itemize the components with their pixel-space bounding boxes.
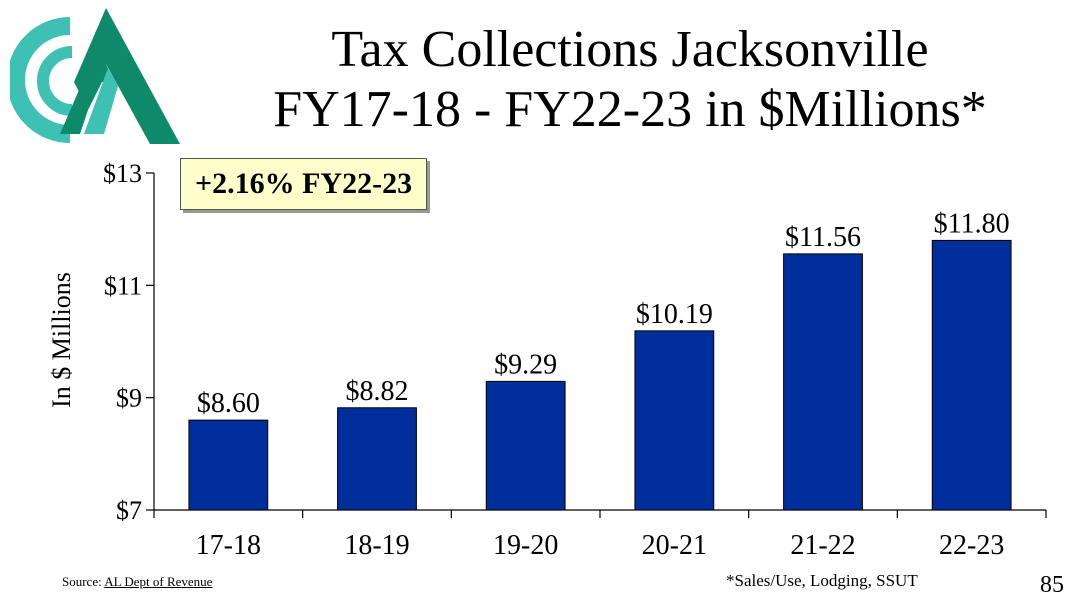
data-label: $11.80 — [934, 208, 1010, 239]
x-tick-label: 22-23 — [939, 530, 1004, 561]
bars — [188, 239, 1012, 511]
logo-icon — [10, 8, 180, 144]
y-axis-label: In $ Millions — [47, 272, 76, 408]
source-note: Source: AL Dept of Revenue — [62, 574, 212, 590]
y-axis: $7 $9 $11 $13 — [103, 159, 155, 525]
title-line-1: Tax Collections Jacksonville — [331, 21, 929, 78]
source-link[interactable]: AL Dept of Revenue — [104, 574, 213, 589]
x-tick-label: 20-21 — [642, 530, 707, 561]
bar — [783, 253, 863, 511]
chart-title: Tax Collections Jacksonville FY17-18 - F… — [190, 20, 1070, 140]
data-labels: $8.60 $8.82 $9.29 $10.19 $11.56 $11.80 — [197, 208, 1010, 419]
x-tick-label: 17-18 — [196, 530, 261, 561]
bar — [188, 419, 269, 511]
bar — [337, 407, 417, 511]
data-label: $11.56 — [785, 222, 861, 253]
bar — [931, 239, 1012, 511]
y-tick-label: $13 — [103, 159, 142, 188]
source-prefix: Source: — [62, 574, 105, 589]
data-label: $8.82 — [346, 376, 409, 407]
bar — [634, 330, 715, 511]
y-tick-label: $7 — [116, 496, 142, 525]
x-tick-label: 19-20 — [493, 530, 558, 561]
y-tick-label: $11 — [104, 271, 142, 300]
data-label: $10.19 — [636, 299, 713, 330]
page-number: 85 — [1040, 572, 1064, 598]
x-axis: 17-18 18-19 19-20 20-21 21-22 22-23 — [153, 509, 1047, 561]
title-line-2: FY17-18 - FY22-23 in $Millions* — [273, 81, 987, 138]
bar — [485, 380, 566, 511]
x-tick-label: 21-22 — [790, 530, 855, 561]
change-callout: +2.16% FY22-23 — [180, 158, 428, 210]
data-label: $9.29 — [494, 349, 557, 380]
y-tick-label: $9 — [116, 384, 142, 413]
data-label: $8.60 — [197, 388, 260, 419]
x-tick-label: 18-19 — [344, 530, 409, 561]
footnote: *Sales/Use, Lodging, SSUT — [726, 571, 918, 590]
